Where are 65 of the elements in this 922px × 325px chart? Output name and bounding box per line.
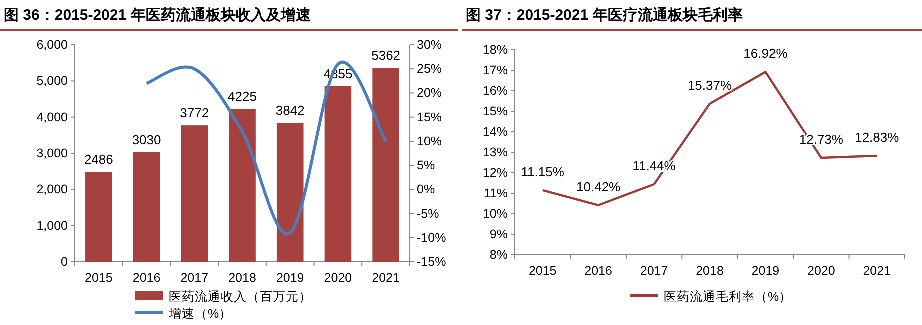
y-tick-label: 8% bbox=[490, 248, 508, 262]
legend-label: 增速（%） bbox=[168, 307, 232, 321]
data-label: 3842 bbox=[276, 103, 305, 118]
y2-tick-label: 20% bbox=[417, 86, 442, 100]
data-label: 10.42% bbox=[576, 179, 622, 194]
x-tick-label: 2016 bbox=[584, 264, 613, 278]
y-tick-label: 10% bbox=[482, 207, 508, 221]
x-tick-label: 2017 bbox=[640, 264, 668, 278]
bar bbox=[133, 152, 160, 262]
x-tick-label: 2018 bbox=[696, 264, 724, 278]
y-tick-label: 3,000 bbox=[36, 146, 68, 160]
bar bbox=[276, 123, 304, 262]
data-label: 3030 bbox=[132, 132, 162, 148]
legend-label: 医药流通毛利率（%） bbox=[664, 289, 792, 304]
y2-tick-label: 25% bbox=[417, 62, 442, 76]
x-tick-label: 2015 bbox=[85, 271, 113, 285]
data-label: 2486 bbox=[84, 152, 114, 168]
y-tick-label: 5,000 bbox=[36, 74, 68, 88]
y-tick-label: 15% bbox=[482, 104, 508, 118]
data-label: 4225 bbox=[228, 89, 257, 104]
y2-tick-label: -5% bbox=[417, 206, 440, 221]
chart-title: 图 37：2015-2021 年医疗流通板块毛利率 bbox=[466, 6, 743, 24]
y-tick-label: 13% bbox=[482, 146, 508, 160]
y-tick-label: 0 bbox=[61, 255, 68, 269]
y-tick-label: 6,000 bbox=[36, 38, 68, 52]
data-label: 11.15% bbox=[521, 164, 565, 180]
x-tick-label: 2018 bbox=[228, 271, 256, 285]
data-label: 3772 bbox=[180, 106, 210, 121]
chart-title: 图 36：2015-2021 年医药流通板块收入及增速 bbox=[4, 6, 312, 24]
x-tick-label: 2016 bbox=[132, 271, 161, 285]
bar bbox=[86, 172, 112, 262]
x-tick-label: 2021 bbox=[863, 264, 892, 278]
x-tick-label: 2015 bbox=[528, 264, 557, 278]
x-tick-label: 2019 bbox=[276, 271, 304, 285]
y-tick-label: 14% bbox=[482, 125, 508, 139]
data-label: 16.92% bbox=[744, 46, 788, 62]
legend-label: 医药流通收入（百万元） bbox=[169, 289, 312, 304]
x-tick-label: 2021 bbox=[372, 271, 400, 285]
bar bbox=[229, 109, 256, 262]
x-tick-label: 2019 bbox=[752, 264, 780, 278]
y-tick-label: 16% bbox=[482, 84, 508, 98]
y2-tick-label: 15% bbox=[417, 110, 442, 124]
y-tick-label: 4,000 bbox=[36, 110, 68, 124]
bar bbox=[181, 126, 208, 262]
data-label: 5362 bbox=[372, 48, 401, 64]
y2-tick-label: 10% bbox=[417, 134, 442, 148]
data-label: 12.83% bbox=[855, 130, 900, 145]
bar bbox=[324, 86, 352, 262]
y-tick-label: 17% bbox=[482, 64, 508, 78]
data-label: 15.37% bbox=[688, 78, 732, 93]
bar bbox=[372, 68, 400, 262]
y-tick-label: 12% bbox=[482, 166, 508, 180]
y-tick-label: 2,000 bbox=[36, 182, 68, 197]
y-tick-label: 9% bbox=[490, 228, 508, 242]
y2-tick-label: -10% bbox=[417, 230, 446, 245]
y-tick-label: 1,000 bbox=[36, 218, 68, 233]
y2-tick-label: 30% bbox=[417, 38, 442, 52]
x-tick-label: 2020 bbox=[324, 271, 352, 285]
x-tick-label: 2017 bbox=[180, 271, 209, 285]
y2-tick-label: 0% bbox=[417, 182, 436, 197]
y2-tick-label: -15% bbox=[417, 255, 446, 269]
x-tick-label: 2020 bbox=[808, 264, 836, 278]
y-tick-label: 18% bbox=[482, 43, 508, 57]
y2-tick-label: 5% bbox=[417, 158, 436, 173]
y-tick-label: 11% bbox=[484, 186, 508, 200]
